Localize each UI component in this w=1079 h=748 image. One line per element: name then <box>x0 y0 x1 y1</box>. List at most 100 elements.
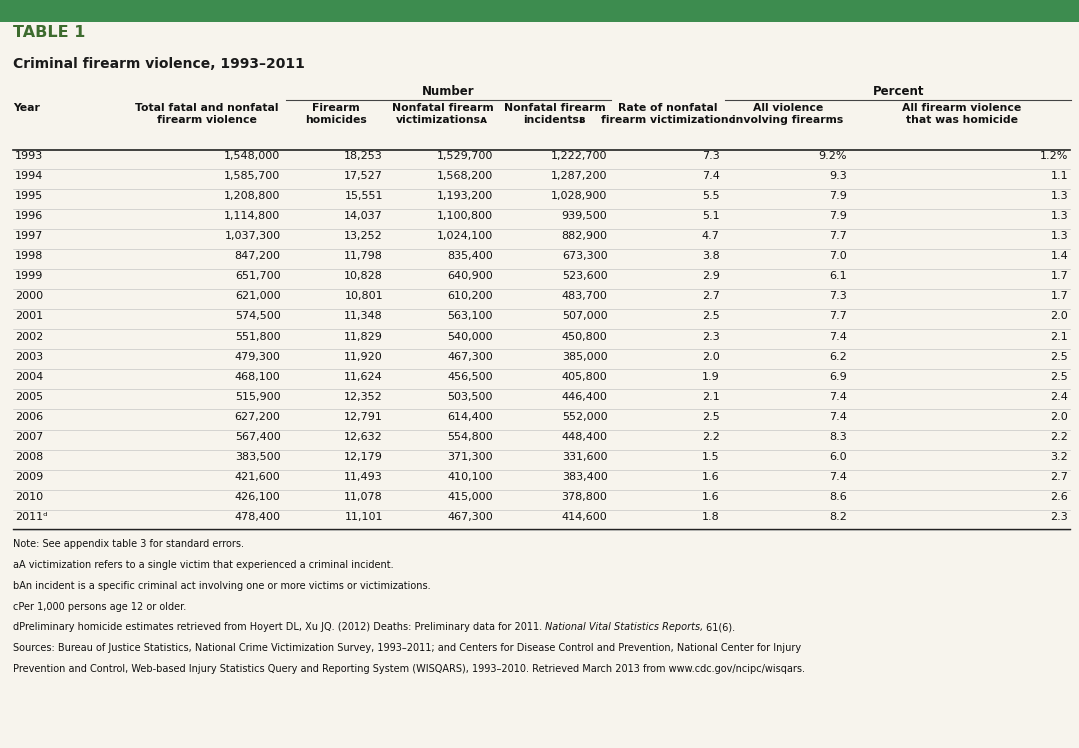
Text: 10,828: 10,828 <box>344 272 383 281</box>
Text: Nonfatal firearm
incidentsᴃ: Nonfatal firearm incidentsᴃ <box>504 103 605 125</box>
Text: 673,300: 673,300 <box>562 251 607 261</box>
Text: 7.9: 7.9 <box>829 211 847 221</box>
Text: 8.3: 8.3 <box>830 432 847 442</box>
Text: 426,100: 426,100 <box>235 492 281 502</box>
Text: 640,900: 640,900 <box>448 272 493 281</box>
Text: National Vital Statistics Reports,: National Vital Statistics Reports, <box>545 622 704 633</box>
Text: 6.2: 6.2 <box>830 352 847 361</box>
Text: All firearm violence
that was homicide: All firearm violence that was homicide <box>902 103 1022 125</box>
Text: 4.7: 4.7 <box>701 231 720 242</box>
Text: 551,800: 551,800 <box>235 331 281 342</box>
Text: 8.2: 8.2 <box>829 512 847 522</box>
Text: 11,101: 11,101 <box>344 512 383 522</box>
Text: 2001: 2001 <box>15 311 43 322</box>
Text: 2.5: 2.5 <box>702 311 720 322</box>
Text: All violence
involving firearms: All violence involving firearms <box>732 103 844 125</box>
Text: 1995: 1995 <box>15 191 43 201</box>
Text: 515,900: 515,900 <box>235 392 281 402</box>
Text: 2.9: 2.9 <box>701 272 720 281</box>
Text: 6.9: 6.9 <box>830 372 847 381</box>
Text: 446,400: 446,400 <box>561 392 607 402</box>
Text: 882,900: 882,900 <box>561 231 607 242</box>
Text: 2.0: 2.0 <box>1051 411 1068 422</box>
Text: 1,193,200: 1,193,200 <box>437 191 493 201</box>
Text: 1,222,700: 1,222,700 <box>551 151 607 161</box>
Text: 383,500: 383,500 <box>235 452 281 462</box>
Text: 2.5: 2.5 <box>702 411 720 422</box>
Text: 2008: 2008 <box>15 452 43 462</box>
Text: 1,585,700: 1,585,700 <box>224 171 281 181</box>
Text: 18,253: 18,253 <box>344 151 383 161</box>
Text: 2005: 2005 <box>15 392 43 402</box>
Text: 415,000: 415,000 <box>448 492 493 502</box>
Text: 2.7: 2.7 <box>1050 472 1068 482</box>
Text: 467,300: 467,300 <box>448 512 493 522</box>
Text: 2009: 2009 <box>15 472 43 482</box>
Text: 467,300: 467,300 <box>448 352 493 361</box>
Text: 1993: 1993 <box>15 151 43 161</box>
Text: 2.4: 2.4 <box>1050 392 1068 402</box>
Text: 1.9: 1.9 <box>702 372 720 381</box>
Text: 1.5: 1.5 <box>702 452 720 462</box>
Text: 8.6: 8.6 <box>830 492 847 502</box>
Text: 5.1: 5.1 <box>702 211 720 221</box>
Text: 7.4: 7.4 <box>829 472 847 482</box>
Text: 2.7: 2.7 <box>701 292 720 301</box>
Text: 1.3: 1.3 <box>1051 211 1068 221</box>
Text: Prevention and Control, Web-based Injury Statistics Query and Reporting System (: Prevention and Control, Web-based Injury… <box>13 664 805 675</box>
Text: 835,400: 835,400 <box>448 251 493 261</box>
Text: 540,000: 540,000 <box>448 331 493 342</box>
Text: 1.7: 1.7 <box>1051 292 1068 301</box>
Text: 12,179: 12,179 <box>344 452 383 462</box>
Text: 1,028,900: 1,028,900 <box>551 191 607 201</box>
Text: 405,800: 405,800 <box>562 372 607 381</box>
Text: 10,801: 10,801 <box>344 292 383 301</box>
Text: 456,500: 456,500 <box>448 372 493 381</box>
Text: 2003: 2003 <box>15 352 43 361</box>
Text: 1999: 1999 <box>15 272 43 281</box>
Text: 2.2: 2.2 <box>701 432 720 442</box>
Text: 2.5: 2.5 <box>1051 372 1068 381</box>
Text: 1996: 1996 <box>15 211 43 221</box>
Text: 12,352: 12,352 <box>344 392 383 402</box>
Text: 7.4: 7.4 <box>829 331 847 342</box>
Text: 1.7: 1.7 <box>1051 272 1068 281</box>
Text: 11,798: 11,798 <box>344 251 383 261</box>
Text: aA victimization refers to a single victim that experienced a criminal incident.: aA victimization refers to a single vict… <box>13 560 394 570</box>
Text: 3.2: 3.2 <box>1051 452 1068 462</box>
Text: 14,037: 14,037 <box>344 211 383 221</box>
Text: 2004: 2004 <box>15 372 43 381</box>
Text: 2.3: 2.3 <box>702 331 720 342</box>
Text: Number: Number <box>422 85 475 98</box>
Text: 1,037,300: 1,037,300 <box>224 231 281 242</box>
Text: 1,100,800: 1,100,800 <box>437 211 493 221</box>
Text: 2.0: 2.0 <box>702 352 720 361</box>
Text: 2.1: 2.1 <box>1051 331 1068 342</box>
Text: 1.8: 1.8 <box>702 512 720 522</box>
Text: 17,527: 17,527 <box>344 171 383 181</box>
Text: 11,920: 11,920 <box>344 352 383 361</box>
Text: 1.2%: 1.2% <box>1040 151 1068 161</box>
Text: 563,100: 563,100 <box>448 311 493 322</box>
Text: 5.5: 5.5 <box>702 191 720 201</box>
Text: Year: Year <box>13 103 40 113</box>
Text: TABLE 1: TABLE 1 <box>13 25 85 40</box>
Bar <box>0 0 1079 22</box>
Text: dPreliminary homicide estimates retrieved from Hoyert DL, Xu JQ. (2012) Deaths: : dPreliminary homicide estimates retrieve… <box>13 622 545 633</box>
Text: 3.8: 3.8 <box>702 251 720 261</box>
Text: 479,300: 479,300 <box>234 352 281 361</box>
Text: 13,252: 13,252 <box>344 231 383 242</box>
Text: 7.0: 7.0 <box>830 251 847 261</box>
Text: 478,400: 478,400 <box>234 512 281 522</box>
Text: 847,200: 847,200 <box>234 251 281 261</box>
Text: 1.6: 1.6 <box>702 492 720 502</box>
Text: Nonfatal firearm
victimizationsᴀ: Nonfatal firearm victimizationsᴀ <box>392 103 493 125</box>
Text: 1.3: 1.3 <box>1051 231 1068 242</box>
Text: 11,624: 11,624 <box>344 372 383 381</box>
Text: 2.5: 2.5 <box>1051 352 1068 361</box>
Text: 1,287,200: 1,287,200 <box>551 171 607 181</box>
Text: Firearm
homicides: Firearm homicides <box>305 103 367 125</box>
Text: 523,600: 523,600 <box>562 272 607 281</box>
Text: 371,300: 371,300 <box>448 452 493 462</box>
Text: 7.4: 7.4 <box>829 392 847 402</box>
